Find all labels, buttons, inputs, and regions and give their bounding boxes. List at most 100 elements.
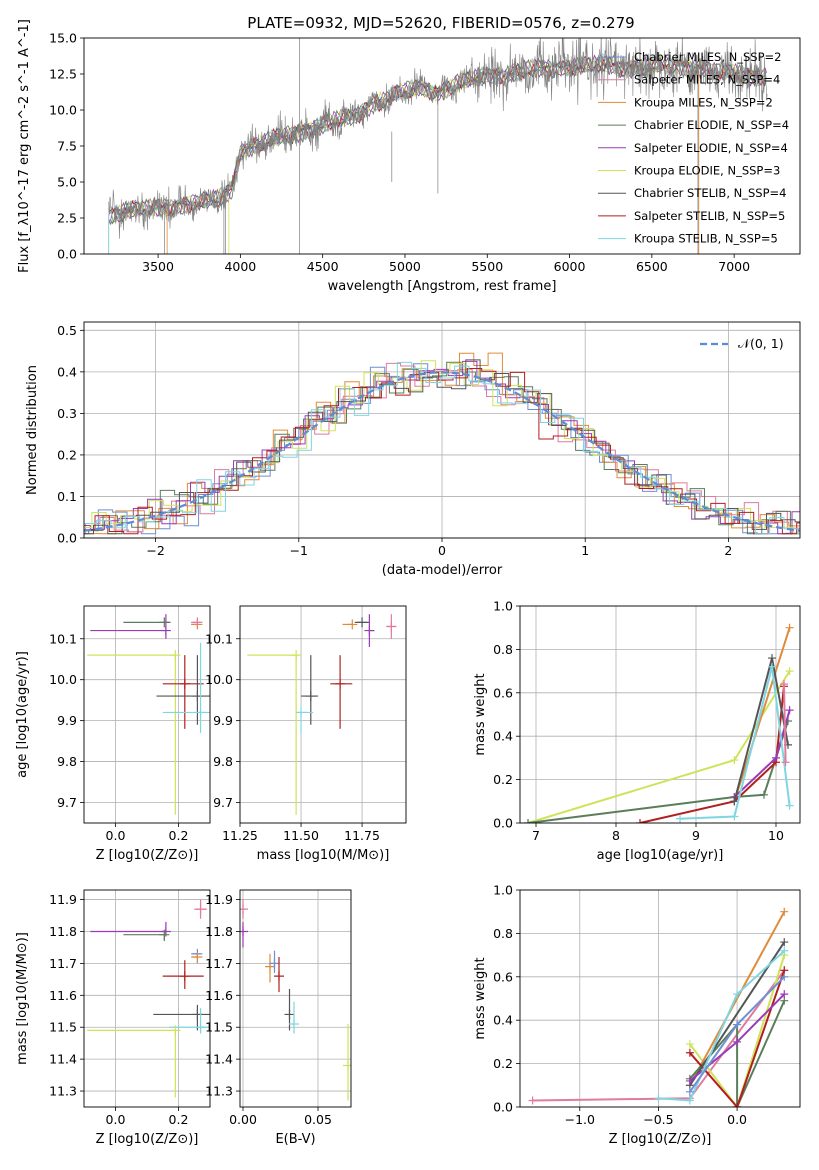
x-axis-label: wavelength [Angstrom, rest frame] xyxy=(328,279,557,294)
y-tick-label: 9.8 xyxy=(213,754,233,769)
y-tick-label: 10.0 xyxy=(49,103,77,118)
axes-mass_vs_Z: 0.0 0.2 11.3 11.4 11.5 11.6 11.7 11.8 11.9 Z [log… xyxy=(15,890,210,1147)
errorbars-age_vs_Z xyxy=(87,614,210,815)
x-tick-label: 4000 xyxy=(224,259,256,274)
y-tick-label: 9.9 xyxy=(213,713,233,728)
marker-chabrier_miles xyxy=(685,1087,694,1096)
y-tick-label: 11.9 xyxy=(49,892,77,907)
x-tick-label: 1 xyxy=(581,543,589,558)
x-tick-label: 0.05 xyxy=(304,1112,332,1127)
x-axis-label: mass [log10(M/M⊙)] xyxy=(257,848,390,863)
axes-age_vs_mass: 11.25 11.50 11.75 9.7 9.8 9.9 10.0 10.1 mass [lo… xyxy=(205,606,406,863)
marker-chabrier_miles xyxy=(269,958,280,969)
line-kroupa_elodie xyxy=(527,670,791,823)
x-tick-label: 11.25 xyxy=(222,828,258,843)
legend: Chabrier MILES, N_SSP=2 Salpeter MILES, N… xyxy=(598,50,789,246)
marker-salpeter_stelib xyxy=(179,971,190,982)
y-tick-label: 5.0 xyxy=(57,175,77,190)
marker-kroupa_stelib xyxy=(685,1096,694,1105)
marker-salpeter_stelib xyxy=(636,819,644,823)
x-tick-label: 2 xyxy=(724,543,732,558)
plot-frame xyxy=(519,605,801,824)
marker-salpeter_stelib xyxy=(733,1103,742,1107)
x-tick-label: 0.2 xyxy=(169,828,189,843)
marker-kroupa_elodie xyxy=(170,1025,181,1036)
x-tick-label: 0.0 xyxy=(106,828,126,843)
x-tick-label: 5500 xyxy=(471,259,503,274)
lines-mass_weight_vs_Z xyxy=(528,907,789,1107)
marker-chabrier_elodie xyxy=(760,790,768,799)
x-tick-label: −1 xyxy=(290,543,308,558)
errorbars-mass_vs_ebv xyxy=(240,899,351,1101)
errorbars-age_vs_mass xyxy=(247,614,397,815)
y-axis-label: age [log10(age/yr)] xyxy=(15,651,30,778)
legend-entry: Chabrier STELIB, N_SSP=4 xyxy=(634,186,786,200)
y-axis-label: mass weight xyxy=(473,957,488,1039)
marker-salpeter_stelib xyxy=(685,1048,694,1057)
marker-kroupa_stelib xyxy=(768,662,776,671)
model-spectrum-kroupa_stelib xyxy=(108,53,767,225)
marker-chabrier_stelib xyxy=(730,797,739,806)
y-tick-label: 10.0 xyxy=(205,672,233,687)
marker-salpeter_miles xyxy=(240,904,248,915)
x-tick-label: 11.75 xyxy=(344,828,380,843)
observed-spectrum xyxy=(108,38,768,239)
marker-salpeter_miles xyxy=(195,904,206,915)
y-tick-label: 10.1 xyxy=(205,631,233,646)
x-tick-label: 3500 xyxy=(142,259,174,274)
y-tick-label: 1.0 xyxy=(493,883,513,898)
marker-salpeter_elodie xyxy=(780,990,789,999)
y-tick-label: 12.5 xyxy=(49,67,77,82)
marker-chabrier_elodie xyxy=(159,929,170,940)
x-tick-label: −2 xyxy=(146,543,164,558)
marker-salpeter_stelib xyxy=(335,678,346,689)
marker-chabrier_stelib xyxy=(305,691,316,702)
y-tick-label: 11.3 xyxy=(49,1084,77,1099)
y-axis-label: mass [log10(M/M⊙)] xyxy=(15,932,30,1065)
histogram-chabrier_miles xyxy=(84,363,800,535)
marker-kroupa_stelib xyxy=(730,812,739,821)
y-axis-label: mass weight xyxy=(473,673,488,755)
y-tick-label: 0.4 xyxy=(493,1013,513,1028)
y-tick-label: 2.5 xyxy=(57,211,77,226)
y-tick-label: 1.0 xyxy=(493,599,513,614)
marker-kroupa_stelib xyxy=(676,814,684,823)
legend-entry: Kroupa ELODIE, N_SSP=3 xyxy=(634,164,780,178)
x-tick-label: 0.0 xyxy=(727,1112,747,1127)
marker-salpeter_miles xyxy=(192,617,203,628)
x-tick-label: 0 xyxy=(438,543,446,558)
x-tick-label: 0.2 xyxy=(169,1112,189,1127)
marker-kroupa_stelib xyxy=(195,707,206,718)
y-tick-label: 11.6 xyxy=(205,988,233,1003)
marker-kroupa_miles xyxy=(780,907,789,916)
y-tick-label: 0.8 xyxy=(493,926,513,941)
legend-entry: 𝒩(0, 1) xyxy=(738,336,784,351)
plot-frame xyxy=(239,889,352,1108)
x-tick-label: 7000 xyxy=(718,259,750,274)
plot-frame xyxy=(239,605,407,824)
y-tick-label: 0.0 xyxy=(57,531,77,546)
marker-chabrier_stelib xyxy=(284,1009,295,1020)
marker-salpeter_elodie xyxy=(685,1076,694,1085)
legend-entry: Kroupa STELIB, N_SSP=5 xyxy=(634,232,778,246)
marker-kroupa_miles xyxy=(785,623,794,632)
axes-age_vs_Z: 0.0 0.2 9.7 9.8 9.9 10.0 10.1 Z [log10(Z/Z⊙)] ag… xyxy=(15,606,210,863)
y-tick-label: 0.6 xyxy=(493,969,513,984)
marker-salpeter_elodie xyxy=(772,753,780,762)
marker-salpeter_stelib xyxy=(179,678,190,689)
y-tick-label: 0.6 xyxy=(493,685,513,700)
y-tick-label: 11.8 xyxy=(205,924,233,939)
line-kroupa_stelib xyxy=(658,950,785,1102)
y-tick-label: 0.2 xyxy=(493,1056,513,1071)
legend-entry: Salpeter ELODIE, N_SSP=4 xyxy=(634,141,788,155)
marker-kroupa_miles xyxy=(347,619,358,630)
y-tick-label: 0.2 xyxy=(57,447,77,462)
marker-kroupa_elodie xyxy=(730,756,739,765)
y-tick-label: 9.7 xyxy=(213,795,233,810)
marker-salpeter_miles xyxy=(781,758,790,767)
x-tick-label: 5000 xyxy=(389,259,421,274)
y-tick-label: 0.0 xyxy=(493,816,513,831)
x-tick-label: 6500 xyxy=(636,259,668,274)
y-tick-label: 0.3 xyxy=(57,406,77,421)
axes-mass_vs_ebv: 0.00 0.05 11.3 11.4 11.5 11.6 11.7 11.8 11.9 E(B-… xyxy=(205,890,351,1147)
